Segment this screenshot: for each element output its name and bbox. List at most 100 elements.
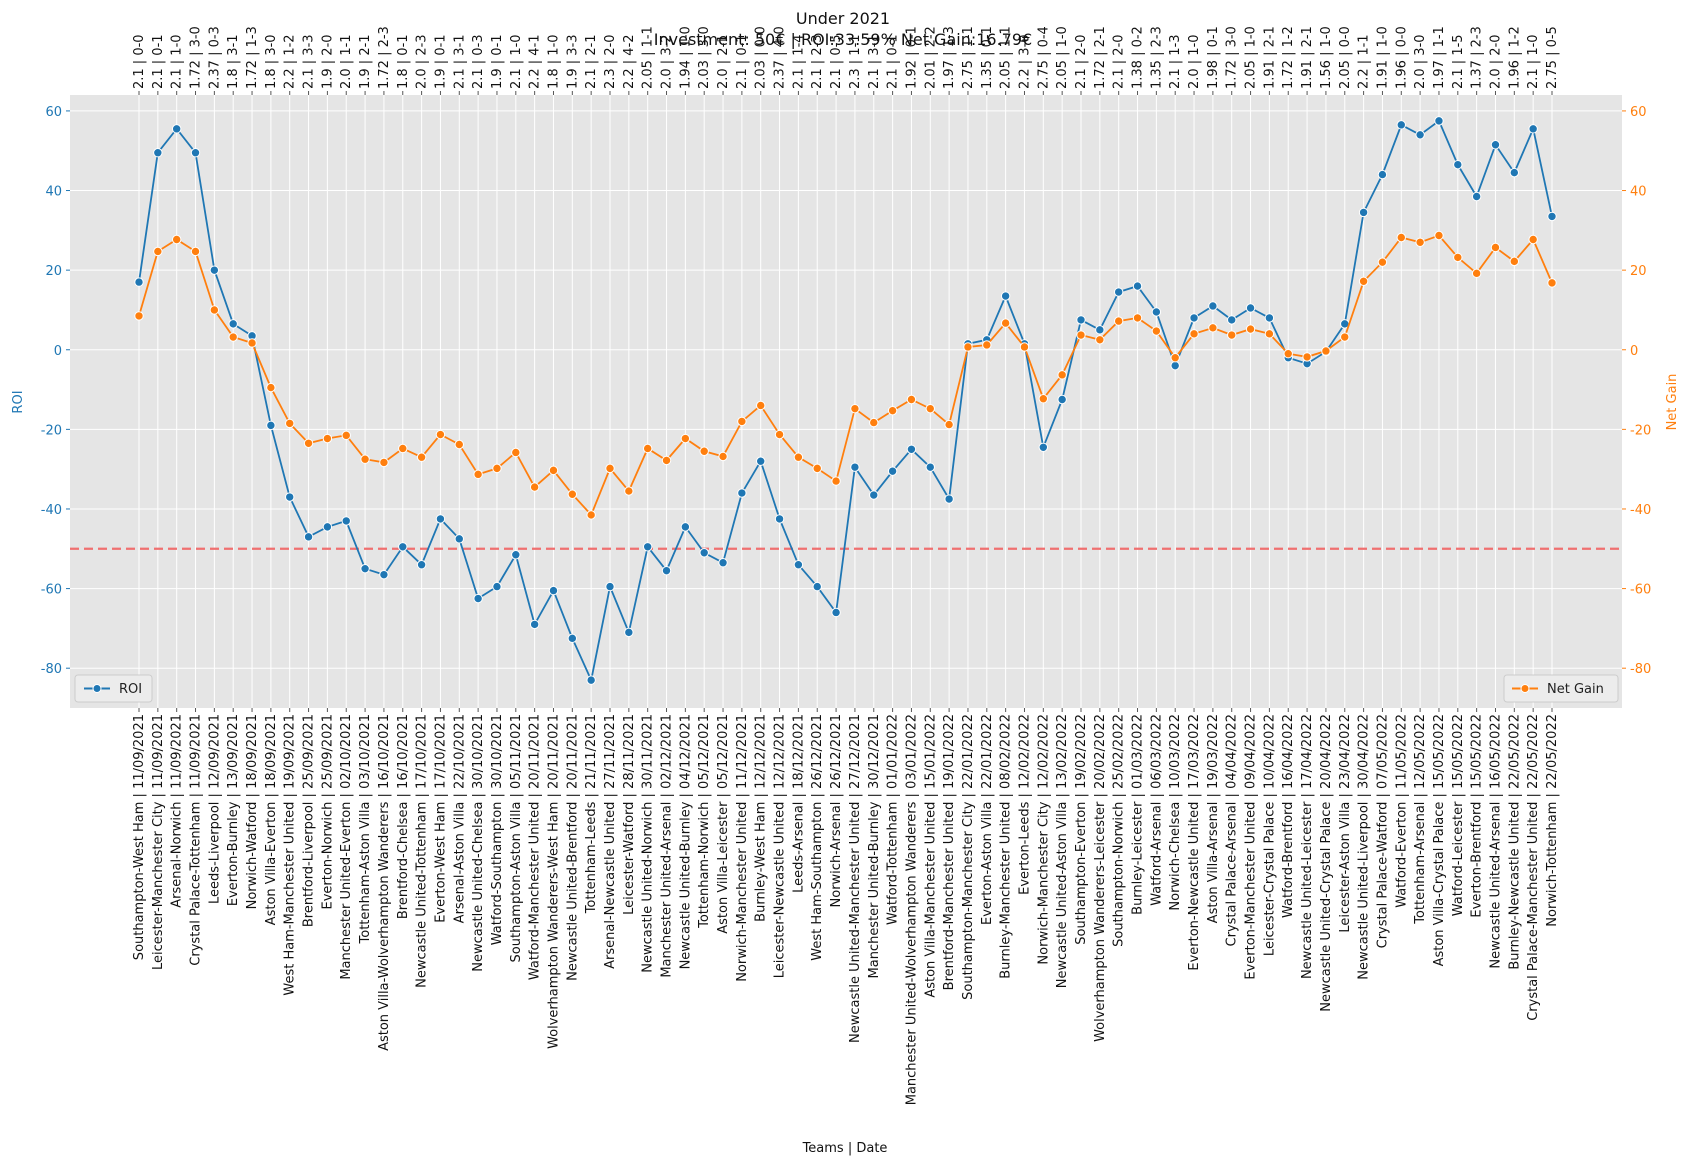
data-point-net-gain (963, 342, 973, 352)
x-tick-label: Watford-Brentford | 16/04/2022 (1281, 714, 1296, 918)
top-tick-label: 2.75 | 1-1 (961, 26, 976, 89)
data-point-net-gain (1000, 318, 1011, 328)
data-point-net-gain (153, 246, 163, 257)
x-tick-label: Watford-Arsenal | 06/03/2022 (1149, 714, 1164, 906)
x-tick-label: Watford-Everton | 11/05/2022 (1394, 714, 1409, 908)
data-point-roi (190, 148, 201, 158)
x-tick-label: Everton-Manchester United | 09/04/2022 (1244, 714, 1259, 980)
x-tick-label: Southampton-Everton | 19/02/2022 (1074, 714, 1089, 945)
top-tick-label: 2.0 | 1-1 (339, 34, 354, 89)
y-tick-label-right: -20 (1630, 423, 1651, 438)
data-point-roi (1264, 313, 1275, 323)
top-tick-label: 2.3 | 1-1 (848, 34, 863, 89)
data-point-net-gain (661, 455, 672, 466)
top-tick-label: 2.1 | 1-0 (1526, 34, 1541, 89)
top-tick-label: 1.98 | 0-1 (1206, 26, 1221, 89)
data-point-roi (1076, 315, 1086, 325)
data-point-roi (285, 492, 295, 502)
data-point-net-gain (1547, 278, 1557, 288)
x-tick-label: West Ham-Manchester United | 19/09/2021 (283, 714, 298, 996)
data-point-roi (153, 148, 163, 158)
x-tick-label: Newcastle United-Crystal Palace | 20/04/… (1319, 714, 1334, 1012)
data-point-roi (1170, 360, 1180, 371)
legend-net-gain[interactable]: Net Gain (1503, 674, 1619, 703)
x-tick-label: Watford-Manchester United | 20/11/2021 (528, 714, 543, 980)
y-tick-label-right: 60 (1630, 105, 1647, 120)
top-tick-label: 2.1 | 1-0 (509, 34, 524, 89)
top-tick-label: 2.3 | 2-0 (603, 34, 618, 89)
series-layer (134, 116, 1557, 685)
data-point-roi (1415, 130, 1425, 140)
data-point-net-gain (134, 311, 144, 321)
x-tick-label: Everton-Burnley | 13/09/2021 (226, 714, 241, 906)
data-point-roi (869, 490, 879, 500)
top-tick-label: 2.1 | 3-1 (452, 34, 467, 89)
data-point-net-gain (680, 433, 691, 444)
data-point-net-gain (1377, 257, 1388, 267)
data-point-roi (680, 522, 691, 532)
x-tick-label: Norwich-Arsenal | 26/12/2021 (829, 714, 844, 907)
data-point-net-gain (718, 451, 728, 462)
data-point-roi (511, 550, 521, 560)
x-tick-label: Newcastle United-Chelsea | 30/10/2021 (471, 714, 486, 972)
data-point-net-gain (982, 340, 992, 350)
top-tick-label: 2.1 | 1-4 (791, 34, 806, 89)
top-tick-label: 1.97 | 1-3 (942, 26, 957, 89)
x-tick-label: Manchester United-Everton | 02/10/2021 (339, 714, 354, 980)
top-tick-label: 1.35 | 2-3 (1149, 26, 1164, 89)
top-tick-label: 2.1 | 0-5 (829, 34, 844, 89)
x-tick-label: Newcastle United-Manchester United | 27/… (848, 714, 863, 1043)
data-point-net-gain (1302, 352, 1312, 362)
data-point-roi (944, 494, 954, 504)
data-point-net-gain (737, 416, 747, 427)
top-tick-label: 2.0 | 2-1 (716, 34, 731, 89)
top-tick-label: 1.9 | 0-1 (490, 34, 505, 89)
data-point-net-gain (492, 463, 502, 474)
x-tick-label: Wolverhampton Wanderers-West Ham | 20/11… (546, 714, 561, 1049)
data-point-net-gain (1151, 326, 1162, 336)
data-point-roi (1095, 325, 1105, 335)
data-point-roi (322, 522, 333, 532)
top-tick-label: 1.94 | 1-0 (678, 26, 693, 89)
top-tick-label: 1.8 | 3-1 (226, 34, 241, 89)
data-point-roi (793, 560, 804, 570)
data-point-roi (756, 456, 766, 466)
x-tick-label: West Ham-Southampton | 26/12/2021 (810, 714, 825, 961)
data-point-roi (906, 444, 917, 454)
legend-roi-marker (92, 684, 102, 693)
x-tick-label: Norwich-Manchester United | 11/12/2021 (735, 714, 750, 982)
top-tick-label: 1.72 | 2-3 (377, 26, 392, 89)
data-point-roi (341, 516, 351, 526)
x-tick-label: Manchester United-Burnley | 30/12/2021 (867, 714, 882, 978)
x-tick-label: Norwich-Manchester City | 12/02/2022 (1036, 714, 1051, 965)
y-axis-label-right: Net Gain (1665, 374, 1680, 431)
x-tick-label: Leicester-Watford | 28/11/2021 (622, 714, 637, 915)
data-point-roi (266, 420, 276, 431)
data-point-net-gain (1340, 332, 1350, 342)
x-tick-label: Everton-Newcastle United | 17/03/2022 (1187, 714, 1202, 971)
data-point-net-gain (831, 476, 841, 486)
data-point-roi (548, 585, 559, 596)
y-tick-label-left: 40 (45, 185, 62, 200)
legend-roi[interactable]: ROI (74, 674, 153, 703)
top-tick-label: 1.91 | 2-1 (1262, 26, 1277, 89)
top-tick-label: 2.1 | 0-1 (735, 34, 750, 89)
data-point-roi (774, 514, 785, 524)
x-tick-label: Southampton-Manchester City | 22/01/2022 (961, 714, 976, 1000)
top-tick-label: 2.75 | 0-5 (1545, 26, 1560, 89)
data-point-roi (1151, 307, 1162, 317)
data-point-net-gain (1453, 252, 1463, 263)
data-point-roi (1227, 315, 1237, 325)
top-tick-label: 1.72 | 1-3 (245, 26, 260, 89)
plot-area (70, 95, 1622, 708)
data-point-net-gain (699, 446, 709, 456)
top-tick-label: 2.05 | 1-0 (1055, 26, 1070, 89)
data-point-net-gain (1227, 330, 1237, 340)
data-point-net-gain (624, 486, 634, 496)
x-tick-label: Newcastle United-Liverpool | 30/04/2022 (1357, 714, 1372, 980)
top-tick-label: 1.8 | 3-0 (264, 34, 279, 89)
data-point-roi (642, 542, 653, 552)
data-point-net-gain (1113, 316, 1124, 326)
data-point-net-gain (473, 469, 483, 480)
